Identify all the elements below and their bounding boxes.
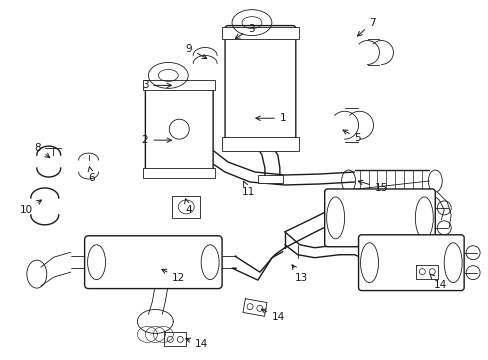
Text: 8: 8 <box>34 143 50 158</box>
Bar <box>222 27 298 39</box>
Text: 1: 1 <box>255 113 286 123</box>
Text: 14: 14 <box>261 309 285 323</box>
Text: 5: 5 <box>342 130 361 143</box>
Text: 15: 15 <box>358 180 387 193</box>
Text: 11: 11 <box>242 181 255 197</box>
Text: 4: 4 <box>184 199 191 215</box>
Text: 9: 9 <box>185 44 206 59</box>
FancyBboxPatch shape <box>324 189 434 247</box>
Bar <box>143 80 215 90</box>
Text: 6: 6 <box>88 167 95 183</box>
Bar <box>222 137 298 151</box>
Text: 10: 10 <box>20 200 41 215</box>
Bar <box>143 168 215 178</box>
Bar <box>172 196 200 218</box>
FancyBboxPatch shape <box>84 236 222 289</box>
Text: 12: 12 <box>162 269 185 283</box>
Text: 2: 2 <box>142 135 171 145</box>
Bar <box>258 175 282 183</box>
Text: 3: 3 <box>235 24 254 39</box>
FancyBboxPatch shape <box>224 26 295 146</box>
Text: 14: 14 <box>429 274 447 289</box>
Text: 13: 13 <box>291 265 307 283</box>
FancyBboxPatch shape <box>145 85 213 173</box>
FancyBboxPatch shape <box>358 235 463 291</box>
Text: 14: 14 <box>185 338 208 349</box>
Text: 3: 3 <box>142 80 171 90</box>
Text: 7: 7 <box>357 18 375 36</box>
